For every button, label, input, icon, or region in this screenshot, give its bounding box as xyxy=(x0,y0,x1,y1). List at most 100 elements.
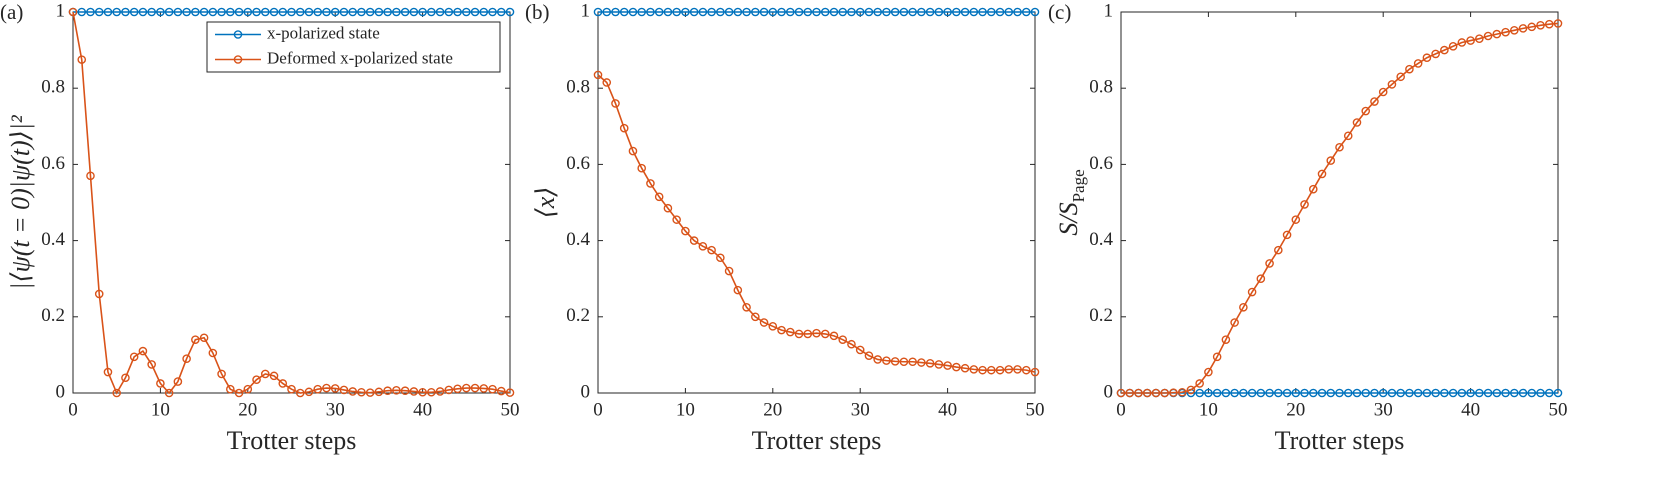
y-tick-label: 0.8 xyxy=(1089,77,1113,98)
data-point xyxy=(260,7,270,17)
data-point xyxy=(1466,388,1475,398)
legend-label: Deformed x-polarized state xyxy=(267,48,453,67)
y-tick-label: 0.6 xyxy=(566,153,590,174)
data-point xyxy=(156,7,165,17)
data-point xyxy=(978,7,987,17)
data-point xyxy=(689,7,699,17)
data-point xyxy=(461,383,471,393)
data-point xyxy=(1510,388,1519,398)
data-point xyxy=(191,7,200,17)
data-point xyxy=(191,335,200,344)
data-point xyxy=(1335,142,1344,152)
data-point xyxy=(969,7,979,17)
data-point xyxy=(716,253,725,263)
data-point xyxy=(689,236,699,245)
data-point xyxy=(86,171,95,181)
data-point xyxy=(899,357,909,367)
legend-box xyxy=(206,21,501,73)
data-point xyxy=(1536,388,1545,398)
data-point xyxy=(1151,388,1161,398)
data-point xyxy=(733,285,743,295)
y-tick-label: 0.6 xyxy=(41,153,65,174)
data-point xyxy=(855,345,865,355)
data-point xyxy=(698,7,708,17)
data-point xyxy=(1326,388,1336,398)
data-point xyxy=(295,7,305,17)
data-point xyxy=(593,7,603,17)
data-point xyxy=(1282,388,1292,398)
data-point xyxy=(1343,131,1353,141)
data-point xyxy=(724,266,734,276)
data-point xyxy=(716,7,725,17)
data-point xyxy=(1448,388,1458,398)
data-point xyxy=(392,7,401,17)
data-point xyxy=(173,7,183,17)
data-point xyxy=(365,7,375,17)
data-point xyxy=(182,7,191,17)
data-point xyxy=(751,312,760,322)
x-axis-label: Trotter steps xyxy=(1275,426,1405,455)
data-point xyxy=(768,7,778,17)
data-point xyxy=(1483,388,1493,398)
data-point xyxy=(619,123,629,133)
data-point xyxy=(138,346,148,356)
data-point xyxy=(1413,59,1423,68)
data-point xyxy=(820,7,830,17)
data-point xyxy=(742,302,751,312)
data-point xyxy=(496,7,506,17)
legend-marker xyxy=(233,30,243,39)
data-point xyxy=(444,7,454,17)
panel-label: (b) xyxy=(525,0,550,24)
data-point xyxy=(628,146,638,156)
data-point xyxy=(838,335,848,344)
data-point xyxy=(1013,365,1022,374)
data-point xyxy=(1030,367,1040,377)
data-point xyxy=(226,384,235,394)
data-point xyxy=(217,369,226,379)
y-tick-label: 0.4 xyxy=(41,229,65,250)
data-point xyxy=(672,7,681,17)
y-axis-label: |⟨ψ(t = 0)|ψ(t)⟩|² xyxy=(6,114,35,290)
data-point xyxy=(505,388,515,397)
data-point xyxy=(1308,388,1318,398)
y-tick-label: 0 xyxy=(1104,381,1114,402)
data-point xyxy=(1370,97,1379,106)
data-point xyxy=(733,7,743,17)
data-point xyxy=(611,99,620,108)
data-point xyxy=(663,203,673,213)
data-point xyxy=(1004,7,1014,17)
y-tick-label: 0.2 xyxy=(566,305,590,326)
data-point xyxy=(855,7,865,17)
data-point xyxy=(234,388,244,398)
data-point xyxy=(217,7,226,17)
data-point xyxy=(1125,388,1135,398)
data-point xyxy=(1004,365,1014,374)
data-point xyxy=(742,7,751,17)
data-point xyxy=(646,7,655,17)
data-point xyxy=(1475,388,1484,398)
series-line xyxy=(597,74,1036,373)
data-point xyxy=(707,7,716,17)
legend-label: x-polarized state xyxy=(267,23,380,42)
data-point xyxy=(1212,388,1222,398)
data-point xyxy=(890,357,900,366)
data-point xyxy=(77,55,87,64)
series-line xyxy=(1121,22,1559,394)
data-point xyxy=(882,7,891,17)
data-point xyxy=(208,348,218,358)
data-point xyxy=(987,7,996,17)
data-point xyxy=(1230,318,1239,327)
data-point xyxy=(873,355,882,364)
data-point xyxy=(1518,24,1528,33)
data-point xyxy=(847,339,856,349)
data-point xyxy=(357,387,366,397)
data-point xyxy=(759,7,769,17)
data-point xyxy=(917,7,926,17)
data-point xyxy=(751,7,760,17)
data-point xyxy=(435,7,445,17)
data-point xyxy=(1396,388,1405,398)
data-point xyxy=(392,386,401,395)
data-point xyxy=(925,7,935,17)
data-point xyxy=(365,388,375,397)
data-point xyxy=(1142,388,1152,398)
